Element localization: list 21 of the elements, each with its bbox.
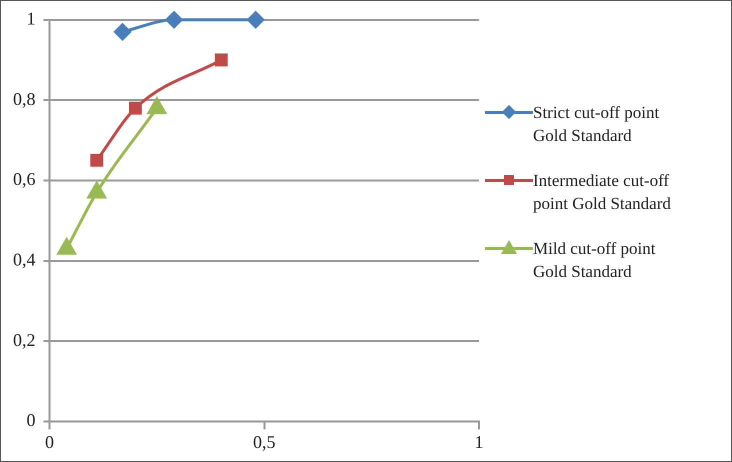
legend-label: Mild cut-off point Gold Standard — [533, 238, 656, 283]
point — [148, 98, 166, 114]
point — [214, 54, 228, 66]
y-tick-label: 0,8 — [13, 88, 36, 109]
point — [114, 23, 132, 40]
legend-label: Intermediate cut-off point Gold Standard — [533, 170, 672, 215]
x-tick-label: 0,5 — [253, 432, 276, 452]
legend-label: Strict cut-off point Gold Standard — [533, 102, 660, 147]
x-tick-label: 1 — [474, 432, 484, 452]
point — [90, 154, 104, 167]
x-tick-label: 0 — [45, 432, 54, 452]
y-tick-label: 0,4 — [13, 249, 36, 270]
y-tick-label: 0 — [26, 410, 36, 430]
y-tick-label: 1 — [26, 8, 36, 29]
point — [57, 238, 76, 255]
point — [247, 11, 264, 28]
point — [128, 102, 142, 115]
point — [87, 182, 106, 198]
y-tick-label: 0,6 — [13, 169, 36, 190]
y-tick-label: 0,2 — [13, 330, 36, 350]
point — [166, 11, 183, 28]
